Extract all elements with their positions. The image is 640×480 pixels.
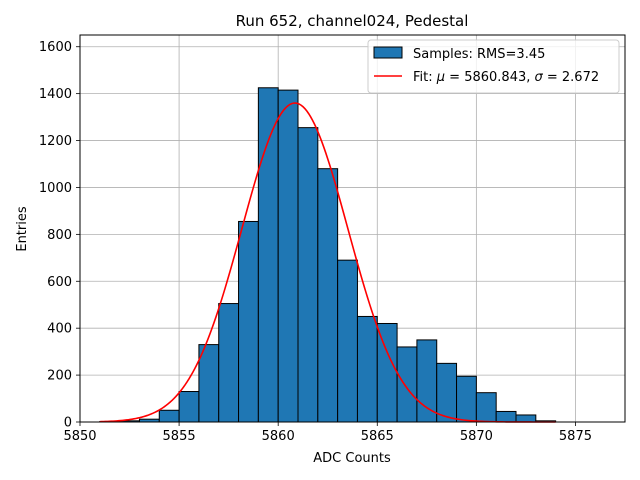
histogram-bar	[337, 259, 358, 423]
legend-fit-mu-value: = 5860.843,	[445, 70, 534, 85]
legend-fit-sigma-value: = 2.672	[543, 70, 599, 85]
histogram-bar	[376, 322, 398, 423]
x-tick-label: 5860	[262, 429, 295, 444]
histogram-bar	[257, 87, 279, 423]
y-tick-label: 200	[47, 369, 72, 384]
histogram-bar	[317, 168, 339, 423]
x-axis-label: ADC Counts	[313, 451, 391, 466]
histogram-bar	[297, 127, 319, 423]
y-tick-label: 400	[47, 322, 72, 337]
histogram-bar	[198, 344, 220, 423]
legend: Samples: RMS=3.45 Fit: μ = 5860.843, σ =…	[367, 39, 620, 94]
y-axis-ticks: 0 200 400 600 800 1000 1200 1400 1600	[39, 40, 80, 431]
fit-curve	[99, 102, 556, 423]
histogram-bar	[277, 89, 299, 423]
y-tick-label: 0	[64, 416, 72, 431]
y-axis-label: Entries	[15, 206, 30, 252]
y-tick-label: 1000	[39, 181, 72, 196]
histogram-bars	[99, 87, 557, 423]
legend-fit-sigma-symbol: σ	[535, 70, 544, 85]
y-tick-label: 1600	[39, 40, 72, 55]
legend-swatch-samples	[373, 46, 403, 59]
grid	[79, 35, 625, 423]
plot-frame	[79, 34, 626, 423]
y-tick-label: 1400	[39, 87, 72, 102]
x-tick-label: 5865	[361, 429, 394, 444]
x-axis-ticks: 5850 5855 5860 5865 5870 5875	[63, 422, 592, 444]
x-tick-label: 5875	[559, 429, 592, 444]
histogram-bar	[178, 391, 200, 423]
legend-label-fit: Fit: μ = 5860.843, σ = 2.672	[413, 70, 599, 85]
histogram-bar	[396, 346, 418, 423]
y-tick-label: 600	[47, 275, 72, 290]
y-tick-label: 1200	[39, 134, 72, 149]
histogram-bar	[475, 392, 497, 423]
legend-box	[367, 39, 620, 94]
y-tick-label: 800	[47, 228, 72, 243]
chart-title: Run 652, channel024, Pedestal	[236, 12, 469, 30]
x-tick-label: 5855	[163, 429, 196, 444]
histogram-bar	[218, 303, 240, 423]
histogram-bar	[356, 315, 378, 423]
histogram-bar	[495, 410, 517, 423]
histogram-bar	[158, 409, 180, 423]
histogram-bar	[238, 220, 259, 423]
x-tick-label: 5850	[63, 429, 96, 444]
histogram-bar	[515, 414, 537, 423]
x-tick-label: 5870	[460, 429, 493, 444]
legend-fit-prefix: Fit:	[413, 70, 437, 85]
histogram-bar	[436, 362, 458, 423]
legend-label-samples: Samples: RMS=3.45	[413, 47, 545, 62]
histogram-bar	[416, 339, 438, 423]
legend-fit-mu-symbol: μ	[436, 70, 445, 85]
histogram-bar	[456, 375, 477, 423]
